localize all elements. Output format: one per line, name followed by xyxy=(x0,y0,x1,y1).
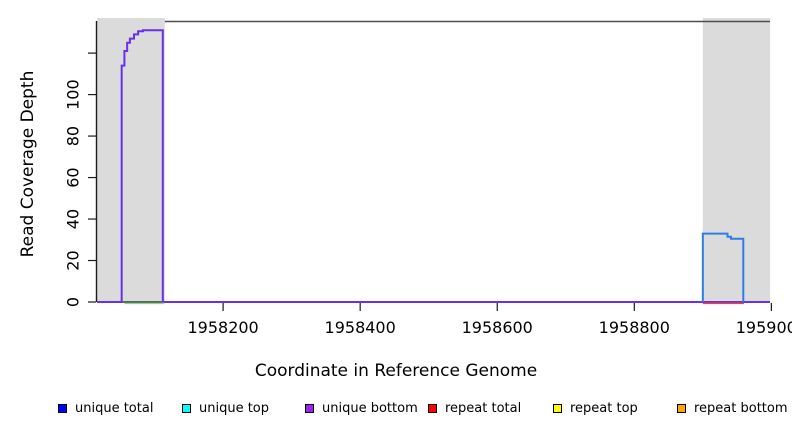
y-tick-label: 60 xyxy=(64,167,83,187)
y-tick-label: 80 xyxy=(64,126,83,146)
x-tick-label: 1958200 xyxy=(187,318,258,337)
unique-total-swatch-icon xyxy=(58,403,67,413)
x-tick-label: 1958600 xyxy=(462,318,533,337)
legend-item-repeat-top: repeat top xyxy=(553,400,638,416)
repeat-top-swatch-icon xyxy=(553,403,562,413)
unique-bottom-swatch-icon xyxy=(305,403,314,413)
y-axis-title: Read Coverage Depth xyxy=(18,70,38,258)
repeat-bottom-swatch-icon xyxy=(677,403,686,413)
legend-item-unique-bottom: unique bottom xyxy=(305,400,418,416)
series-unique-total-peak-blue- xyxy=(701,232,745,302)
y-tick-label: 100 xyxy=(64,79,83,110)
legend-item-repeat-bottom: repeat bottom xyxy=(677,400,788,416)
legend-item-unique-total: unique total xyxy=(58,400,154,416)
y-tick-label: 40 xyxy=(64,209,83,229)
y-tick-label: 0 xyxy=(64,297,83,307)
x-axis-title: Coordinate in Reference Genome xyxy=(254,361,538,381)
repeat-total-swatch-icon xyxy=(428,403,437,413)
legend-label: repeat bottom xyxy=(694,400,788,416)
legend-label: repeat total xyxy=(445,400,522,416)
legend-label: unique total xyxy=(75,400,154,416)
legend-label: unique top xyxy=(199,400,270,416)
legend-item-unique-top: unique top xyxy=(182,400,270,416)
series-unique-bottom-peak-purple- xyxy=(97,29,770,303)
x-tick-label: 1958400 xyxy=(325,318,396,337)
legend-item-repeat-total: repeat total xyxy=(428,400,522,416)
legend-label: repeat top xyxy=(570,400,638,416)
highlight-region xyxy=(702,18,770,302)
x-tick-label: 1958800 xyxy=(599,318,670,337)
y-tick-label: 20 xyxy=(64,250,83,270)
unique-top-swatch-icon xyxy=(182,403,191,413)
legend-label: unique bottom xyxy=(322,400,418,416)
highlight-region xyxy=(97,18,165,302)
